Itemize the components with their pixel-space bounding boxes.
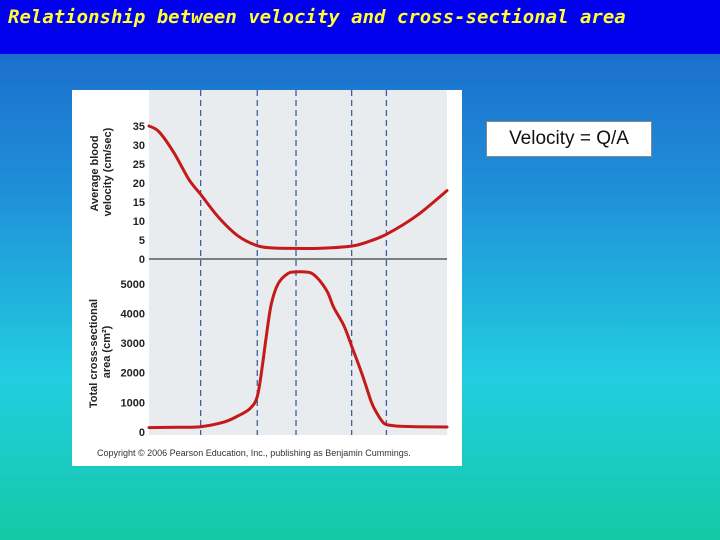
y-tick-label: 10 [133,216,145,228]
y-tick-label: 35 [133,121,145,133]
bottom-y-axis-label: Total cross-sectional area (cm²) [88,296,113,408]
top-y-axis-label: Average blood velocity (cm/sec) [89,127,114,216]
velocity-curve [147,124,449,251]
y-tick-label: 15 [133,197,145,209]
chart-figure: 35 30 25 20 15 10 5 0 5000 4000 3000 2000 1000 0 Ave… [72,90,462,466]
y-tick-label: 20 [133,178,145,190]
formula-box: Velocity = Q/A [486,121,652,157]
title-bar: Relationship between velocity and cross-… [0,0,720,54]
chart-svg: 35 30 25 20 15 10 5 0 5000 4000 3000 2000 1000 0 Ave… [88,90,449,458]
formula-text: Velocity = Q/A [509,128,629,149]
copyright-text: Copyright © 2006 Pearson Education, Inc.… [97,448,411,458]
y-tick-label: 5 [139,235,145,247]
slide-title: Relationship between velocity and cross-… [8,6,626,28]
y-tick-label: 0 [139,254,145,266]
y-tick-label: 0 [139,427,145,439]
y-tick-label: 1000 [121,397,145,409]
y-tick-label: 2000 [121,368,145,380]
y-tick-label: 30 [133,140,145,152]
plot-panel [149,90,447,435]
y-tick-label: 3000 [121,338,145,350]
y-tick-label: 5000 [121,279,145,291]
y-tick-label: 25 [133,159,145,171]
y-tick-label: 4000 [121,308,145,320]
area-curve [147,270,449,430]
